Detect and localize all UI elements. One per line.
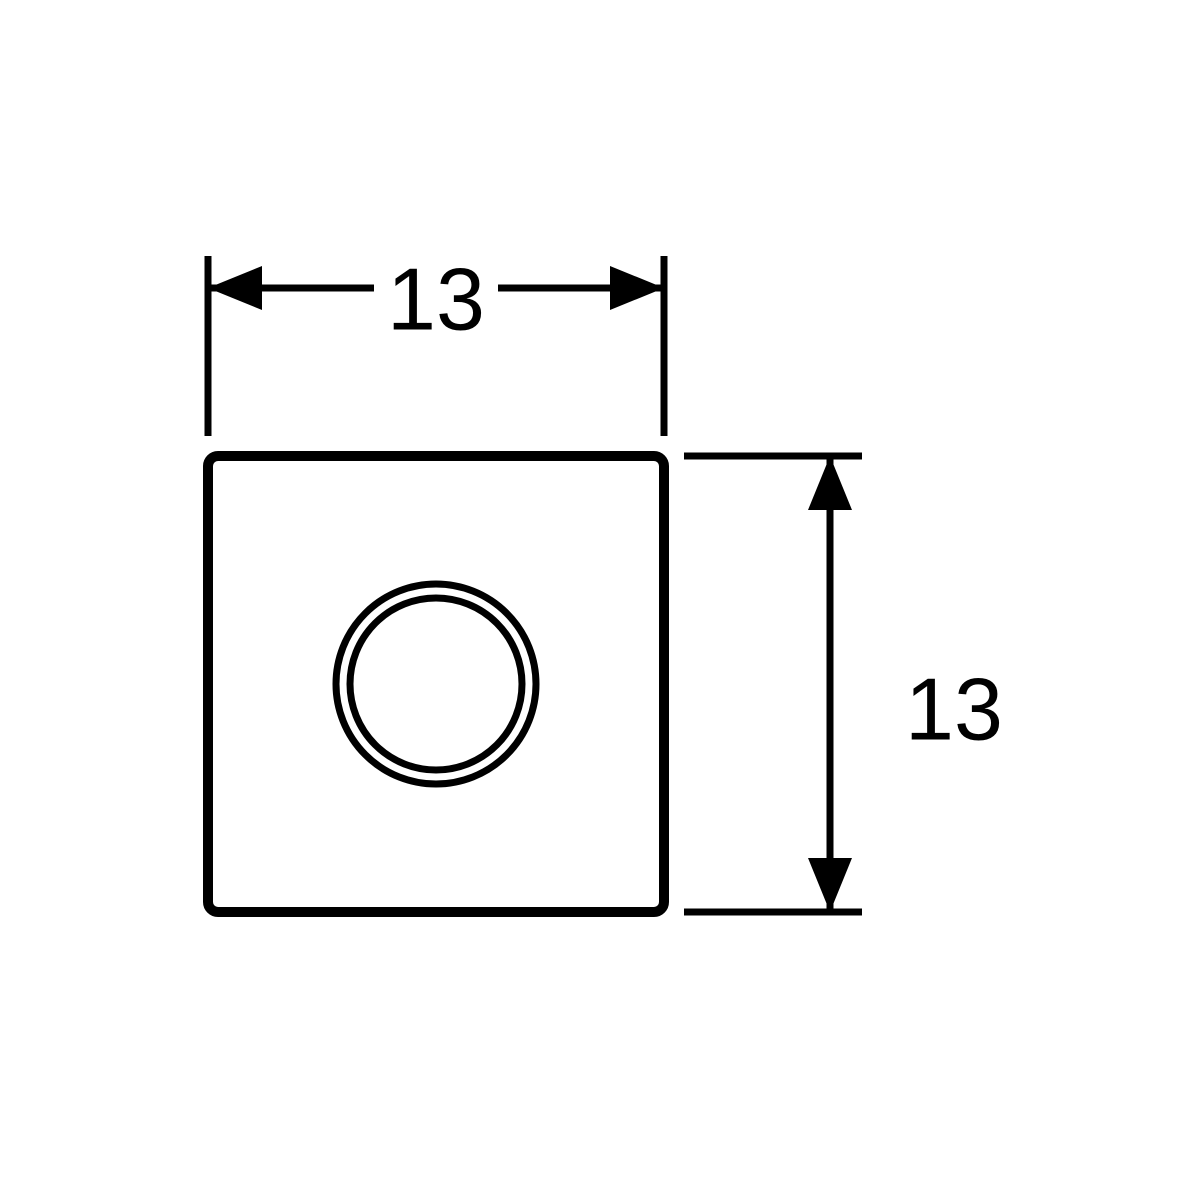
height-label: 13	[905, 659, 1003, 758]
technical-drawing: 13 13	[0, 0, 1200, 1200]
inner-circle	[350, 598, 522, 770]
arrowhead	[808, 858, 852, 912]
arrowhead	[208, 266, 262, 310]
outer-circle	[336, 584, 536, 784]
width-label: 13	[387, 249, 485, 348]
arrowhead	[808, 456, 852, 510]
square-outline	[208, 456, 664, 912]
arrowhead	[610, 266, 664, 310]
